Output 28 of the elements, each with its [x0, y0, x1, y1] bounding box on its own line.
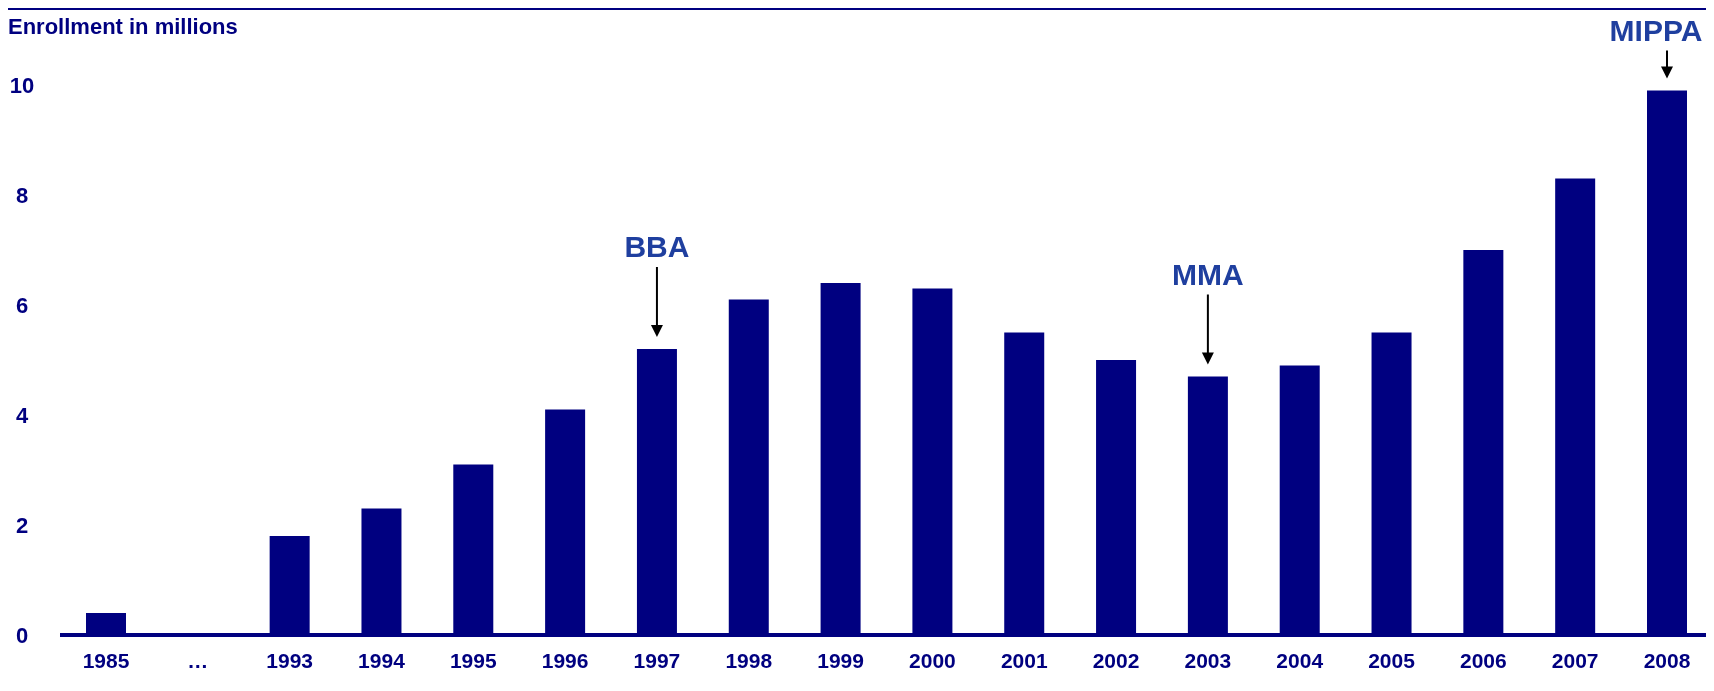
x-tick-label: 2006 — [1459, 649, 1507, 672]
annotation: MIPPA — [1609, 13, 1703, 47]
x-tick-label: 1997 — [633, 649, 681, 672]
x-tick-label: 2004 — [1276, 649, 1324, 672]
y-tick-label: 6 — [15, 292, 29, 318]
x-tick-label: 1999 — [817, 649, 864, 672]
y-tick-label: 4 — [15, 402, 29, 428]
x-tick-label: 1985 — [82, 649, 130, 672]
x-tick-label: 1995 — [449, 649, 497, 672]
y-tick-label: 2 — [15, 512, 29, 538]
x-tick-label: 2002 — [1092, 649, 1140, 672]
x-tick-label: 1994 — [358, 649, 406, 672]
x-tick-label: 2007 — [1551, 649, 1599, 672]
x-tick-label: 1993 — [266, 649, 314, 672]
annotation: MMA — [1172, 257, 1244, 291]
x-tick-label: 1998 — [725, 649, 773, 672]
annotation: BBA — [624, 230, 690, 263]
y-tick-label: 0 — [15, 622, 29, 648]
y-axis-title: Enrollment in millions — [8, 14, 238, 39]
x-tick-label: 2000 — [909, 649, 956, 672]
x-tick-label: 2003 — [1184, 649, 1232, 672]
x-tick-label: 2005 — [1368, 649, 1416, 672]
x-tick-label: 1996 — [541, 649, 589, 672]
x-tick-label: 2008 — [1643, 649, 1691, 672]
x-tick-label: 2001 — [1000, 649, 1048, 672]
y-tick-label: 8 — [15, 182, 29, 208]
y-tick-label: 10 — [9, 72, 35, 98]
x-tick-label: … — [187, 649, 209, 672]
